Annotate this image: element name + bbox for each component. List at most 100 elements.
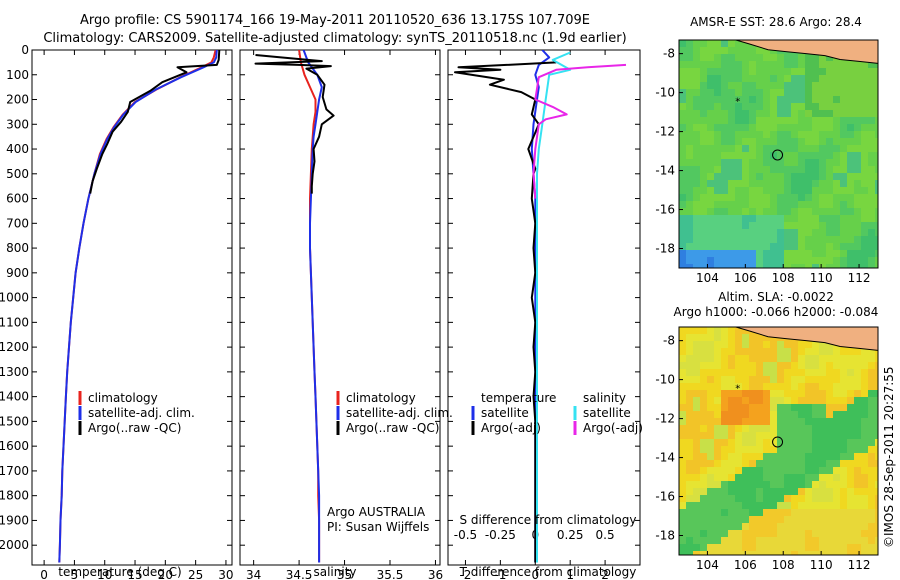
map-cell bbox=[679, 551, 686, 555]
map-cell bbox=[763, 355, 770, 362]
map-cell bbox=[777, 96, 784, 103]
map-cell bbox=[812, 82, 819, 89]
y-tick-label: 300 bbox=[6, 117, 29, 131]
map-cell bbox=[763, 551, 770, 555]
map-cell bbox=[868, 537, 875, 544]
map-cell bbox=[784, 89, 791, 96]
map-cell bbox=[721, 425, 728, 432]
map-cell bbox=[735, 425, 742, 432]
map-cell bbox=[784, 446, 791, 453]
map-cell bbox=[875, 418, 878, 425]
map-cell bbox=[770, 159, 777, 166]
map-cell bbox=[840, 516, 847, 523]
map-cell bbox=[854, 397, 861, 404]
map-cell bbox=[728, 404, 735, 411]
map-cell bbox=[784, 341, 791, 348]
map-cell bbox=[805, 159, 812, 166]
series-line-argorawqc bbox=[89, 50, 221, 194]
map-cell bbox=[770, 439, 777, 446]
map-cell bbox=[826, 257, 833, 264]
map-cell bbox=[826, 418, 833, 425]
map-cell bbox=[770, 89, 777, 96]
map-cell bbox=[805, 376, 812, 383]
map-cell bbox=[798, 551, 805, 555]
map-cell bbox=[693, 131, 700, 138]
map-cell bbox=[679, 481, 686, 488]
x-tick-label: 36 bbox=[428, 568, 443, 580]
map-cell bbox=[686, 509, 693, 516]
map-cell bbox=[777, 194, 784, 201]
map-cell bbox=[721, 250, 728, 257]
map-cell bbox=[707, 187, 714, 194]
map-cell bbox=[679, 110, 686, 117]
map-cell bbox=[791, 439, 798, 446]
map-cell bbox=[679, 411, 686, 418]
map-cell bbox=[819, 117, 826, 124]
map-cell bbox=[756, 208, 763, 215]
map-cell bbox=[861, 75, 868, 82]
map-cell bbox=[826, 173, 833, 180]
map-cell bbox=[742, 467, 749, 474]
map-cell bbox=[833, 180, 840, 187]
map-cell bbox=[714, 152, 721, 159]
map-cell bbox=[784, 180, 791, 187]
map-cell bbox=[735, 418, 742, 425]
map-cell bbox=[826, 362, 833, 369]
map-cell bbox=[756, 229, 763, 236]
map-cell bbox=[868, 516, 875, 523]
map-cell bbox=[798, 222, 805, 229]
map-x-tick-label: 112 bbox=[848, 558, 871, 572]
map-cell bbox=[742, 334, 749, 341]
map-cell bbox=[735, 152, 742, 159]
map-cell bbox=[679, 369, 686, 376]
map-cell bbox=[777, 355, 784, 362]
map-cell bbox=[770, 453, 777, 460]
map-cell bbox=[735, 537, 742, 544]
map-cell bbox=[868, 243, 875, 250]
map-cell bbox=[749, 75, 756, 82]
map-cell bbox=[700, 495, 707, 502]
map-cell bbox=[749, 215, 756, 222]
map-cell bbox=[819, 369, 826, 376]
map-cell bbox=[791, 397, 798, 404]
map-cell bbox=[826, 495, 833, 502]
map-cell bbox=[770, 390, 777, 397]
map-cell bbox=[714, 138, 721, 145]
map-cell bbox=[693, 208, 700, 215]
map-x-tick-label: 106 bbox=[734, 271, 757, 285]
map-cell bbox=[812, 208, 819, 215]
map-cell bbox=[784, 425, 791, 432]
map-cell bbox=[861, 222, 868, 229]
header-line2: Climatology: CARS2009. Satellite-adjuste… bbox=[43, 31, 626, 46]
map-cell bbox=[791, 138, 798, 145]
map-cell bbox=[763, 376, 770, 383]
map-cell bbox=[833, 425, 840, 432]
map-cell bbox=[700, 432, 707, 439]
map-cell bbox=[833, 145, 840, 152]
map-cell bbox=[707, 481, 714, 488]
map-cell bbox=[728, 54, 735, 61]
map-cell bbox=[854, 124, 861, 131]
map-cell bbox=[749, 425, 756, 432]
map-cell bbox=[777, 502, 784, 509]
map-cell bbox=[777, 215, 784, 222]
map-cell bbox=[770, 488, 777, 495]
map-cell bbox=[840, 467, 847, 474]
map-cell bbox=[679, 404, 686, 411]
map-cell bbox=[875, 404, 878, 411]
map-cell bbox=[686, 369, 693, 376]
map-cell bbox=[812, 117, 819, 124]
map-cell bbox=[763, 124, 770, 131]
map-cell bbox=[742, 460, 749, 467]
map-cell bbox=[868, 488, 875, 495]
map-cell bbox=[686, 432, 693, 439]
map-cell bbox=[805, 61, 812, 68]
map-cell bbox=[847, 257, 854, 264]
map-cell bbox=[714, 341, 721, 348]
map-cell bbox=[840, 152, 847, 159]
map-cell bbox=[742, 411, 749, 418]
map-cell bbox=[861, 103, 868, 110]
map-cell bbox=[721, 418, 728, 425]
map-cell bbox=[812, 264, 819, 268]
